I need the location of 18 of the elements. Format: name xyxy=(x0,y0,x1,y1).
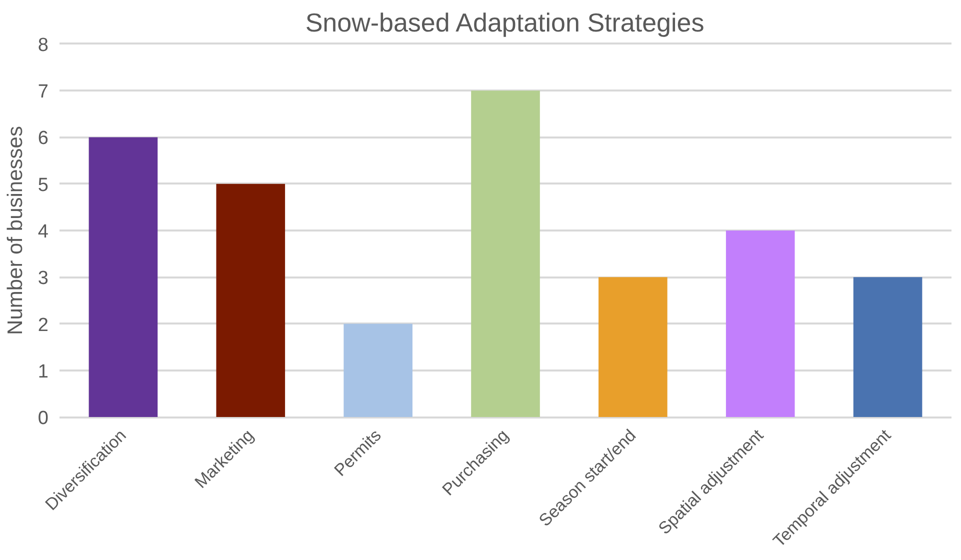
bar xyxy=(726,230,795,418)
y-tick-label: 1 xyxy=(38,361,49,382)
bar xyxy=(471,90,540,418)
bar xyxy=(344,324,412,418)
y-tick-label: 8 xyxy=(38,34,49,56)
y-tick-label: 3 xyxy=(38,268,49,290)
y-tick-label: 4 xyxy=(38,222,49,242)
bar xyxy=(88,137,158,418)
y-tick-label: 2 xyxy=(38,314,49,336)
y-tick-label: 5 xyxy=(38,174,49,196)
chart-title: Snow-based Adaptation Strategies xyxy=(305,8,704,38)
bar xyxy=(853,277,922,418)
y-tick-label: 6 xyxy=(38,128,49,150)
bar xyxy=(216,184,286,418)
y-axis-title: Number of businesses xyxy=(4,126,27,335)
y-tick-label: 0 xyxy=(38,408,49,430)
bar xyxy=(598,277,668,418)
y-tick-label: 7 xyxy=(38,82,49,103)
